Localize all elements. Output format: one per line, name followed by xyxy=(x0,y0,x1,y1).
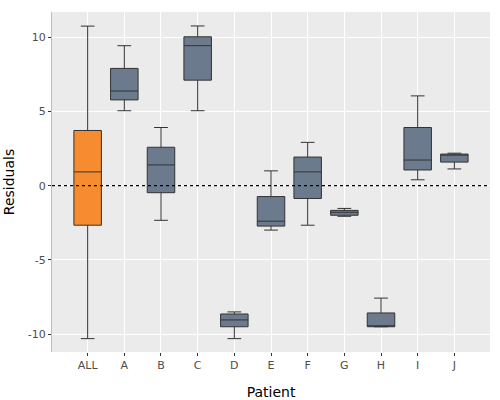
svg-text:J: J xyxy=(452,359,456,372)
svg-text:-10: -10 xyxy=(28,328,46,341)
svg-text:Patient: Patient xyxy=(247,384,296,400)
svg-text:10: 10 xyxy=(32,31,46,44)
svg-text:B: B xyxy=(157,359,165,372)
svg-text:D: D xyxy=(230,359,238,372)
svg-text:A: A xyxy=(121,359,129,372)
svg-text:F: F xyxy=(305,359,311,372)
svg-text:G: G xyxy=(340,359,349,372)
svg-text:Residuals: Residuals xyxy=(1,149,17,215)
svg-text:C: C xyxy=(194,359,202,372)
svg-text:5: 5 xyxy=(39,105,46,118)
svg-text:ALL: ALL xyxy=(78,359,99,372)
svg-text:I: I xyxy=(416,359,419,372)
svg-text:H: H xyxy=(377,359,385,372)
svg-text:E: E xyxy=(268,359,275,372)
svg-text:-5: -5 xyxy=(35,254,46,267)
svg-text:0: 0 xyxy=(39,180,46,193)
